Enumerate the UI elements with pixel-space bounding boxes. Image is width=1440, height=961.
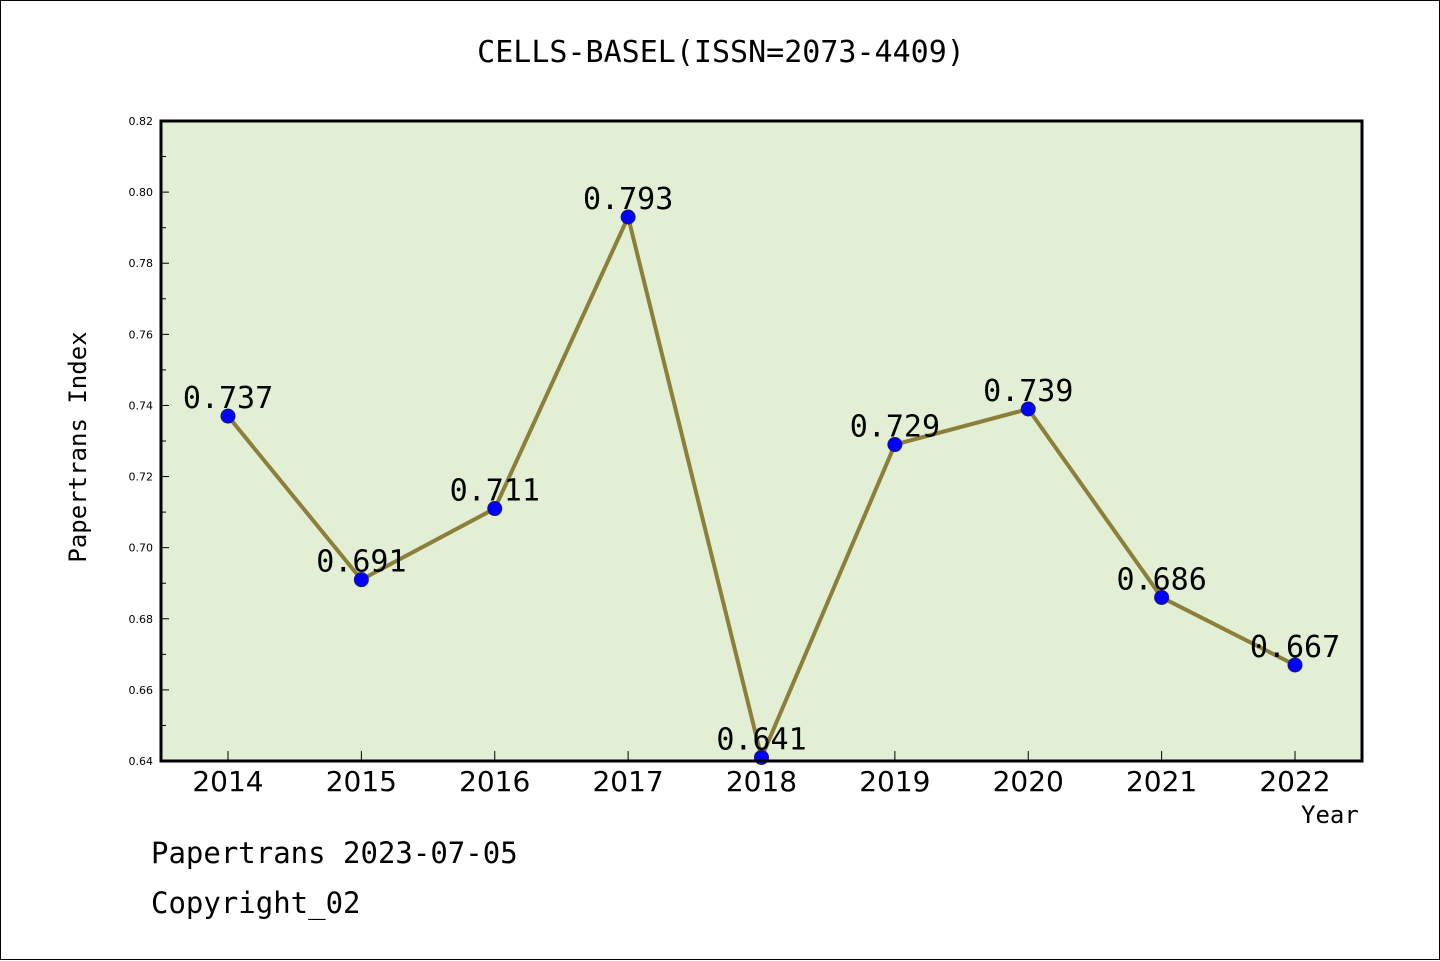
plot-frame <box>159 119 1364 763</box>
x-axis-label: Year <box>1301 801 1359 829</box>
x-tick-label: 2021 <box>1126 765 1197 798</box>
data-point <box>620 209 636 225</box>
footer-date-text: Papertrans 2023-07-05 <box>151 836 518 870</box>
y-tick-label: 0.80 <box>129 186 154 199</box>
data-label: 0.691 <box>316 545 406 580</box>
data-point <box>887 437 903 453</box>
x-tick-label: 2014 <box>192 765 263 798</box>
y-tick-label: 0.76 <box>129 328 154 341</box>
data-label: 0.793 <box>583 182 673 217</box>
y-tick-label: 0.82 <box>129 115 154 128</box>
x-tick-label: 2016 <box>459 765 530 798</box>
data-label: 0.641 <box>716 722 806 757</box>
x-tick-label: 2015 <box>326 765 397 798</box>
y-tick-label: 0.68 <box>129 613 154 626</box>
plot-area <box>161 121 1362 761</box>
data-label: 0.729 <box>850 410 940 445</box>
data-label: 0.667 <box>1250 630 1340 665</box>
y-tick-label: 0.64 <box>129 755 154 768</box>
y-tick-label: 0.70 <box>129 542 154 555</box>
y-tick-label: 0.74 <box>129 399 154 412</box>
x-tick-label: 2017 <box>592 765 663 798</box>
x-tick-label: 2020 <box>993 765 1064 798</box>
y-tick-label: 0.72 <box>129 471 154 484</box>
data-label: 0.737 <box>183 381 273 416</box>
data-point <box>487 501 503 517</box>
data-label: 0.711 <box>450 474 540 509</box>
data-point <box>1287 657 1303 673</box>
x-tick-label: 2019 <box>859 765 930 798</box>
data-label: 0.686 <box>1116 562 1206 597</box>
x-tick-label: 2018 <box>726 765 797 798</box>
y-tick-label: 0.66 <box>129 684 154 697</box>
data-point <box>353 572 369 588</box>
footer-copyright-text: Copyright_02 <box>151 886 361 920</box>
x-tick-label: 2022 <box>1259 765 1330 798</box>
data-label: 0.739 <box>983 374 1073 409</box>
data-point <box>1154 589 1170 605</box>
data-point <box>1020 401 1036 417</box>
data-point <box>220 408 236 424</box>
y-tick-label: 0.78 <box>129 257 154 270</box>
chart-title: CELLS-BASEL(ISSN=2073-4409) <box>477 35 965 70</box>
